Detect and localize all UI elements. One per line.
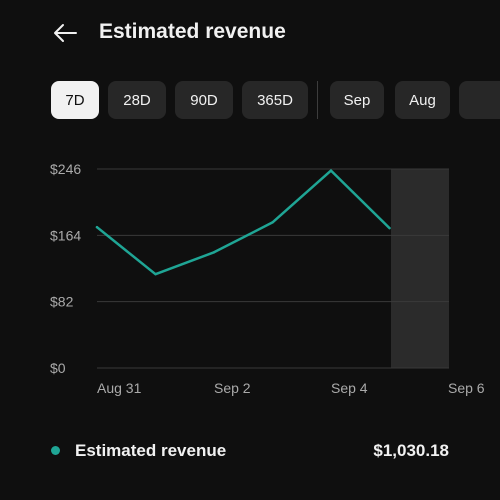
legend-label: Estimated revenue [75,441,227,460]
chip-partial[interactable] [459,81,500,119]
series-line [95,169,391,276]
x-tick-label: Aug 31 [97,380,142,396]
legend-total-value: $1,030.18 [373,441,449,460]
page-title: Estimated revenue [99,20,286,43]
chip-365d[interactable]: 365D [242,81,308,119]
data-point [271,221,274,224]
chip-sep[interactable]: Sep [330,81,384,119]
chip-divider [317,81,318,119]
back-button[interactable] [50,19,80,47]
data-point [212,251,216,254]
highlight-region [391,169,449,368]
x-tick-label: Sep 2 [214,380,251,396]
series-color-dot [51,446,60,455]
data-point [154,272,157,276]
data-point [329,169,333,172]
data-point [388,226,391,230]
chip-7d[interactable]: 7D [51,81,99,119]
chip-90d[interactable]: 90D [175,81,233,119]
chip-aug[interactable]: Aug [395,81,450,119]
legend-row: Estimated revenue $1,030.18 [0,436,500,466]
data-point [95,226,99,229]
y-tick-label: $0 [50,360,66,376]
app-header: Estimated revenue [0,0,500,66]
period-selector: 7D 28D 90D 365D Sep Aug [0,81,500,121]
x-tick-label: Sep 6 [448,380,485,396]
revenue-line-chart: $246 $164 $82 $0 Aug 31 Sep 2 Sep 4 Sep 6 [50,161,485,396]
x-tick-label: Sep 4 [331,380,368,396]
y-tick-label: $246 [50,161,81,177]
y-tick-label: $82 [50,294,74,310]
chip-28d[interactable]: 28D [108,81,166,119]
y-tick-label: $164 [50,227,81,243]
arrow-left-icon [54,24,77,42]
